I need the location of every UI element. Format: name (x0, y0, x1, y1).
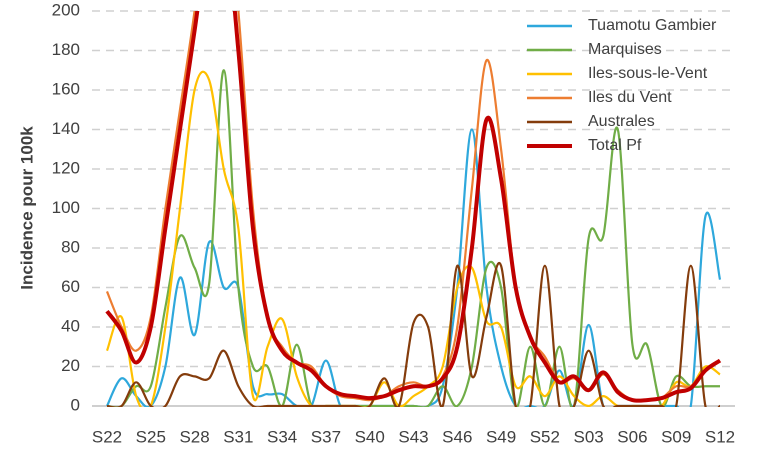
y-tick-label: 140 (52, 119, 80, 138)
x-tick-label: S46 (442, 427, 472, 446)
plot-area (105, 11, 722, 407)
x-tick-label: S09 (661, 427, 691, 446)
y-tick-label: 0 (71, 395, 80, 414)
x-tick-label: S28 (179, 427, 209, 446)
y-tick-label: 60 (61, 277, 80, 296)
x-tick-label: S12 (705, 427, 735, 446)
x-tick-label: S22 (92, 427, 122, 446)
series-line (105, 11, 722, 403)
y-tick-label: 40 (61, 316, 80, 335)
x-tick-label: S31 (223, 427, 253, 446)
y-tick-label: 160 (52, 79, 80, 98)
y-tick-label: 200 (52, 0, 80, 19)
legend-label: Iles-sous-le-Vent (588, 65, 708, 82)
y-tick-label: 100 (52, 198, 80, 217)
legend-label: Iles du Vent (588, 89, 672, 106)
series-line (106, 262, 722, 407)
x-tick-label: S34 (267, 427, 297, 446)
legend-label: Tuamotu Gambier (588, 17, 717, 34)
y-tick-label: 20 (61, 356, 80, 375)
legend-label: Australes (588, 113, 655, 130)
legend-label: Marquises (588, 41, 662, 58)
x-tick-label: S49 (486, 427, 516, 446)
x-tick-label: S52 (530, 427, 560, 446)
x-tick-label: S37 (311, 427, 341, 446)
y-tick-label: 180 (52, 40, 80, 59)
y-tick-label: 120 (52, 158, 80, 177)
legend-label: Total Pf (588, 137, 642, 154)
series-line (106, 69, 720, 407)
x-tick-label: S25 (136, 427, 166, 446)
x-tick-label: S03 (574, 427, 604, 446)
x-tick-label: S06 (617, 427, 647, 446)
y-tick-label: 80 (61, 237, 80, 256)
series-line (105, 11, 721, 402)
x-tick-label: S40 (355, 427, 385, 446)
y-axis-title: Incidence pour 100k (17, 126, 36, 290)
x-tick-label: S43 (398, 427, 428, 446)
